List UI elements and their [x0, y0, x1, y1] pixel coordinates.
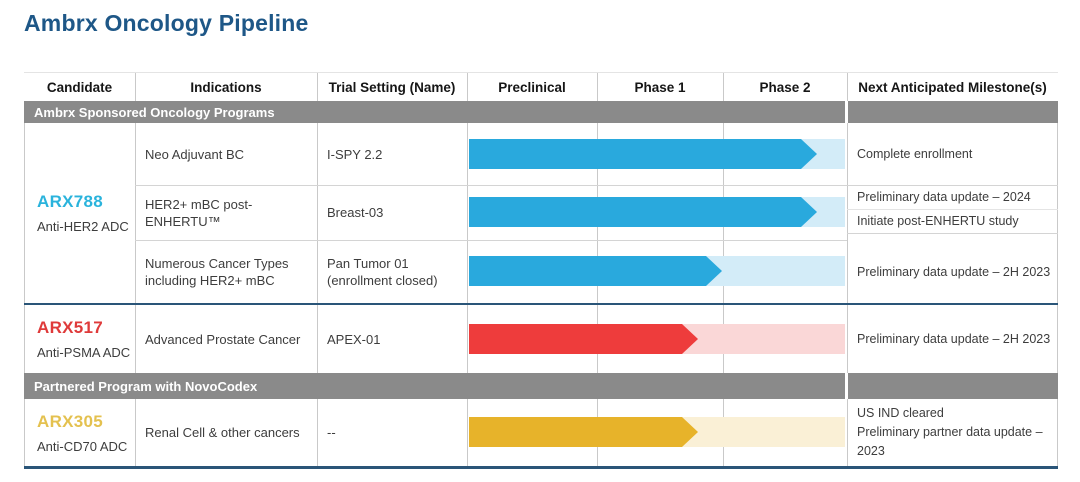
gridline-v: [24, 123, 25, 303]
gridline-v: [847, 73, 848, 101]
section-band-label: Partnered Program with NovoCodex: [34, 378, 258, 394]
section-separator: [24, 303, 1058, 305]
milestone-cell: Preliminary data update – 2H 2023: [847, 240, 1068, 303]
gridline-v: [317, 305, 318, 373]
gridline-v: [1057, 305, 1058, 373]
gridline-v: [317, 123, 318, 303]
milestone-text: Preliminary data update – 2H 2023: [857, 332, 1051, 346]
gridline-v: [135, 123, 136, 303]
gridline-v: [847, 123, 848, 303]
milestone-text: Preliminary data update – 2H 2023: [857, 264, 1051, 279]
col-header-candidate: Candidate: [46, 79, 113, 95]
trial-cell: --: [327, 425, 336, 440]
gridline-v: [135, 399, 136, 466]
candidate-arx517: ARX517 Anti-PSMA ADC: [25, 305, 147, 373]
gridline-v: [467, 123, 468, 303]
col-header-indications: Indications: [190, 79, 262, 95]
phase-arrow: [469, 256, 722, 286]
gridline-v: [24, 305, 25, 373]
milestone-text: Preliminary partner data update – 2023: [857, 425, 1043, 458]
col-header-preclinical: Preclinical: [498, 79, 566, 95]
indication-cell: Advanced Prostate Cancer: [145, 331, 301, 347]
col-header-phase1: Phase 1: [634, 79, 686, 95]
gridline-h: [24, 72, 1058, 73]
candidate-modality: Anti-CD70 ADC: [37, 438, 128, 454]
gridline-v: [847, 399, 848, 466]
milestone-text: Preliminary data update – 2024: [857, 190, 1031, 204]
milestone-subdivider: [847, 209, 1058, 210]
gridline-v: [467, 305, 468, 373]
section-band-partnered: Partnered Program with NovoCodex: [24, 373, 845, 399]
indication-cell: Neo Adjuvant BC: [145, 146, 245, 162]
milestone-cell: Preliminary data update – 2H 2023: [847, 305, 1068, 373]
col-header-milestones: Next Anticipated Milestone(s): [858, 79, 1047, 95]
phase-track-arx788-ispy: [469, 139, 845, 169]
gridline-v: [723, 73, 724, 101]
section-band-partnered-right: [848, 373, 1058, 399]
milestone-cell: Initiate post-ENHERTU study: [847, 209, 1068, 233]
gridline-v: [1057, 123, 1058, 303]
candidate-arx305: ARX305 Anti-CD70 ADC: [25, 399, 147, 466]
bottom-border: [24, 466, 1058, 469]
col-header-trial: Trial Setting (Name): [328, 79, 456, 95]
milestone-text: Initiate post-ENHERTU study: [857, 214, 1019, 228]
gridline-v: [467, 73, 468, 101]
page-title: Ambrx Oncology Pipeline: [24, 10, 309, 36]
phase-track-arx788-pantumor: [469, 256, 845, 286]
candidate-name: ARX305: [37, 411, 104, 431]
milestone-text: Complete enrollment: [857, 147, 973, 161]
milestone-divider: [847, 233, 1058, 234]
phase-track-arx305: [469, 417, 845, 447]
indication-cell: Renal Cell & other cancers: [145, 425, 300, 440]
phase-track-arx788-breast03: [469, 197, 845, 227]
trial-cell: I-SPY 2.2: [327, 146, 383, 162]
col-header-phase2: Phase 2: [759, 79, 811, 95]
gridline-v: [317, 73, 318, 101]
milestone-text: US IND cleared: [857, 406, 944, 420]
candidate-modality: Anti-PSMA ADC: [37, 345, 131, 360]
row-divider: [135, 240, 847, 241]
phase-arrow: [469, 324, 698, 354]
phase-track-arx517-apex01: [469, 324, 845, 354]
phase-arrow: [469, 139, 817, 169]
row-divider: [135, 185, 1058, 186]
trial-cell: APEX-01: [327, 331, 381, 347]
gridline-v: [24, 399, 25, 466]
candidate-arx788: ARX788 Anti-HER2 ADC: [25, 123, 147, 303]
gridline-v: [317, 399, 318, 466]
phase-arrow: [469, 417, 698, 447]
milestone-cell: Complete enrollment: [847, 123, 1068, 185]
section-band-label: Ambrx Sponsored Oncology Programs: [34, 104, 275, 120]
gridline-v: [1057, 399, 1058, 466]
section-band-sponsored: Ambrx Sponsored Oncology Programs: [24, 101, 845, 123]
gridline-v: [135, 73, 136, 101]
trial-cell: Breast-03: [327, 205, 384, 220]
candidate-modality: Anti-HER2 ADC: [37, 219, 129, 234]
phase-arrow: [469, 197, 817, 227]
gridline-v: [597, 73, 598, 101]
candidate-name: ARX517: [37, 318, 104, 337]
milestone-cell: Preliminary data update – 2024: [847, 185, 1068, 209]
section-band-sponsored-right: [848, 101, 1058, 123]
candidate-name: ARX788: [37, 192, 104, 211]
gridline-v: [467, 399, 468, 466]
trial-cell: Pan Tumor 01 (enrollment closed): [327, 255, 438, 288]
milestone-cell: US IND cleared Preliminary partner data …: [847, 399, 1058, 466]
indication-cell: HER2+ mBC post-ENHERTU™: [145, 196, 253, 229]
indication-cell: Numerous Cancer Types including HER2+ mB…: [145, 255, 289, 288]
gridline-v: [847, 305, 848, 373]
gridline-v: [135, 305, 136, 373]
